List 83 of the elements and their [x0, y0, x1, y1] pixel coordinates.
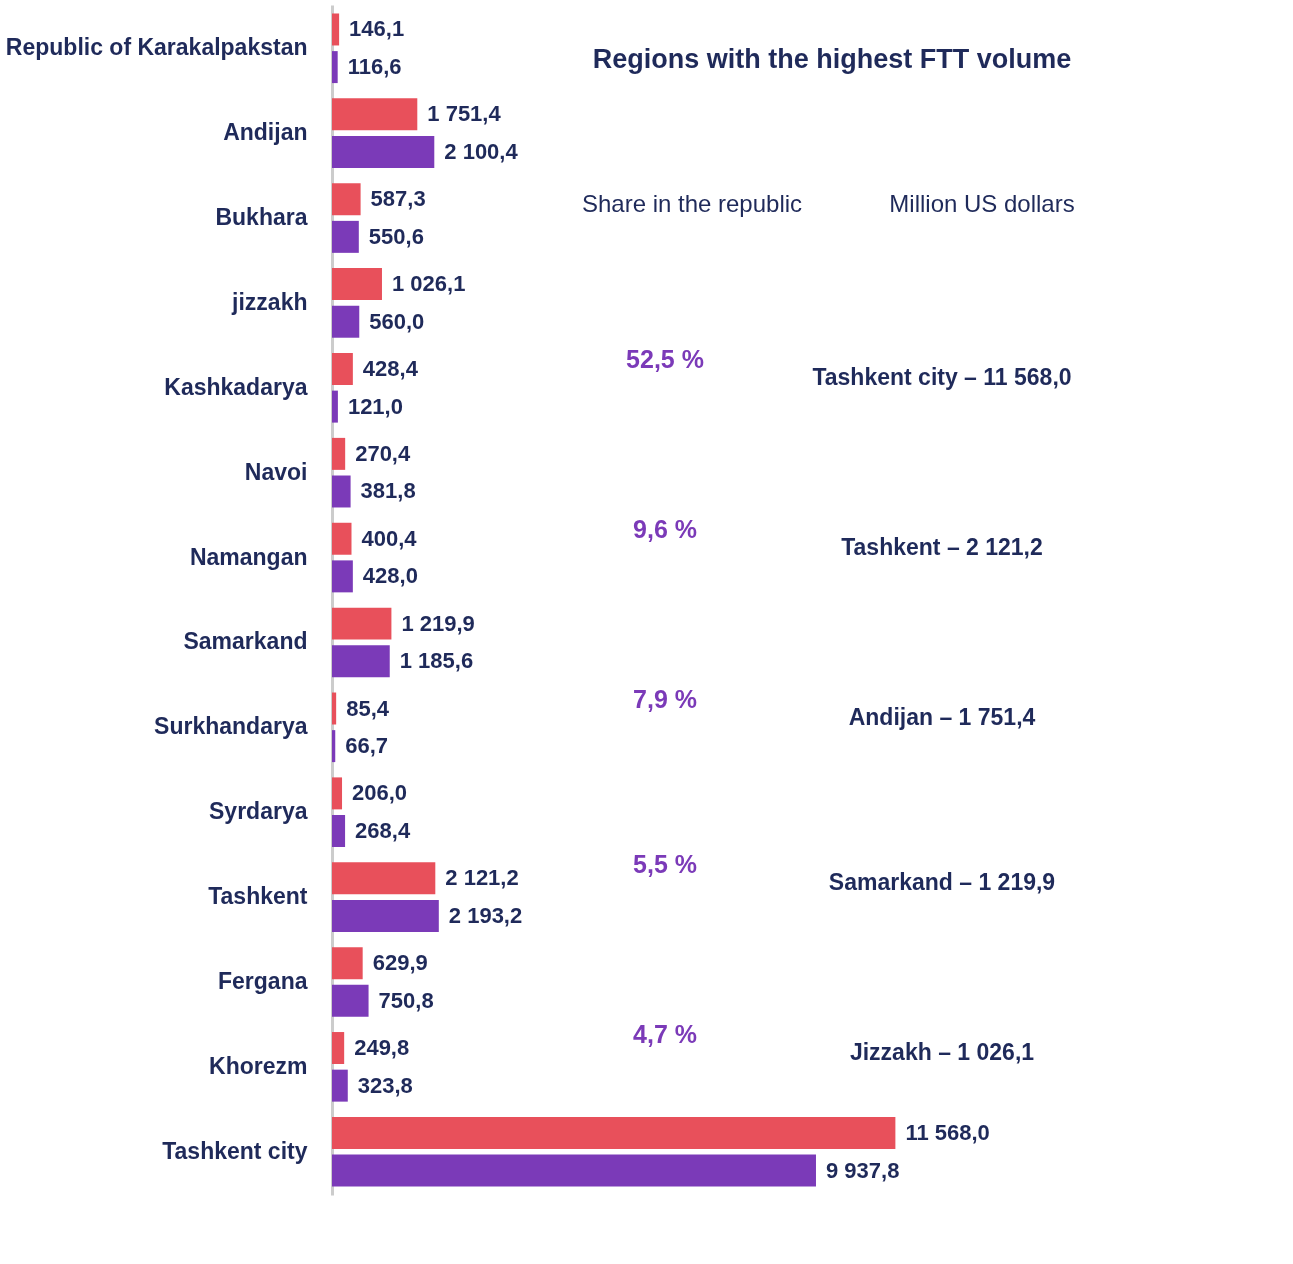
y-tick-label: Bukhara: [215, 204, 308, 231]
data-label: 400,4: [361, 525, 418, 551]
data-label: 146,1: [349, 16, 405, 42]
text: Regions with the highest FTT volume: [592, 44, 1072, 74]
bar: [332, 98, 418, 131]
y-tick-label: Fergana: [218, 967, 308, 994]
bar: [332, 390, 338, 423]
data-label: 750,8: [378, 987, 434, 1013]
bar: [332, 947, 363, 980]
data-label: 116,6: [347, 54, 402, 80]
data-label: 1 026,1: [391, 271, 466, 297]
bar: [332, 353, 353, 385]
y-tick-label: Kashkadarya: [164, 373, 308, 400]
data-label: 11 568,0: [905, 1119, 990, 1145]
data-label: 66,7: [345, 733, 389, 759]
data-label: 560,0: [369, 308, 425, 334]
bar: [332, 1154, 816, 1187]
bar: [332, 730, 336, 763]
data-label: 550,6: [368, 223, 424, 249]
bar: [332, 692, 337, 725]
y-tick-label: Tashkent city: [162, 1137, 308, 1164]
y-tick-label: jizzakh: [231, 288, 308, 315]
bar: [332, 777, 343, 810]
y-tick-label: Samarkand: [183, 628, 308, 655]
y-tick-label: Khorezm: [209, 1052, 308, 1079]
annotation: 5,5 %: [633, 850, 697, 878]
bar: [332, 135, 435, 168]
annotation: Jizzakh – 1 026,1: [849, 1039, 1035, 1065]
annotation: Share in the republic: [581, 190, 803, 217]
data-label: 249,8: [354, 1035, 410, 1061]
bar: [332, 220, 359, 253]
y-tick-label: Namangan: [189, 543, 308, 570]
y-tick-label: Navoi: [244, 458, 308, 485]
annotation: Million US dollars: [889, 190, 1075, 217]
y-tick-label: Andijan: [223, 119, 308, 146]
annotation: Andijan – 1 751,4: [848, 704, 1036, 730]
data-label: 121,0: [347, 393, 403, 419]
data-label: 270,4: [355, 440, 411, 466]
data-label: 1 751,4: [427, 101, 502, 127]
data-label: 9 937,8: [825, 1157, 900, 1183]
data-label: 323,8: [357, 1072, 413, 1098]
bar: [332, 522, 352, 555]
data-label: 428,0: [362, 563, 418, 589]
bar: [332, 1069, 348, 1102]
annotation: Tashkent city – 11 568,0: [812, 364, 1072, 390]
annotation: 7,9 %: [633, 685, 697, 713]
y-tick-label: Republic of Karakalpakstan: [5, 34, 308, 61]
data-label: 587,3: [370, 186, 426, 212]
annotation: Tashkent – 2 121,2: [841, 534, 1043, 560]
annotation: Samarkand – 1 219,9: [828, 869, 1056, 895]
y-tick-label: Surkhandarya: [154, 713, 308, 740]
data-label: 268,4: [355, 818, 411, 844]
bar: [332, 183, 361, 216]
data-label: 85,4: [346, 695, 390, 721]
bar: [332, 862, 436, 895]
bar: [332, 305, 360, 338]
data-label: 1 219,9: [401, 610, 475, 636]
data-label: 2 121,2: [445, 865, 519, 891]
bar: [332, 607, 392, 640]
bar: [332, 1116, 896, 1149]
y-tick-label: Tashkent: [208, 883, 308, 910]
bar: [332, 560, 353, 593]
bar: [332, 984, 369, 1017]
y-tick-label: Syrdarya: [209, 798, 308, 825]
bar: [332, 437, 346, 470]
annotation: 4,7 %: [633, 1020, 697, 1048]
bar: [332, 475, 351, 508]
annotation: 9,6 %: [633, 515, 697, 543]
bar: [332, 815, 346, 847]
bar: [332, 1032, 345, 1065]
bar: [332, 268, 382, 301]
data-label: 1 185,6: [399, 648, 474, 674]
bar: [332, 899, 439, 932]
data-label: 381,8: [360, 478, 416, 504]
annotation: 52,5 %: [626, 345, 704, 373]
data-label: 206,0: [352, 780, 408, 806]
bar: [332, 51, 338, 84]
data-label: 428,4: [362, 355, 419, 381]
data-label: 629,9: [372, 950, 428, 976]
bar: [332, 13, 340, 46]
data-label: 2 100,4: [444, 138, 519, 164]
bar: [332, 645, 390, 678]
data-label: 2 193,2: [448, 902, 523, 928]
